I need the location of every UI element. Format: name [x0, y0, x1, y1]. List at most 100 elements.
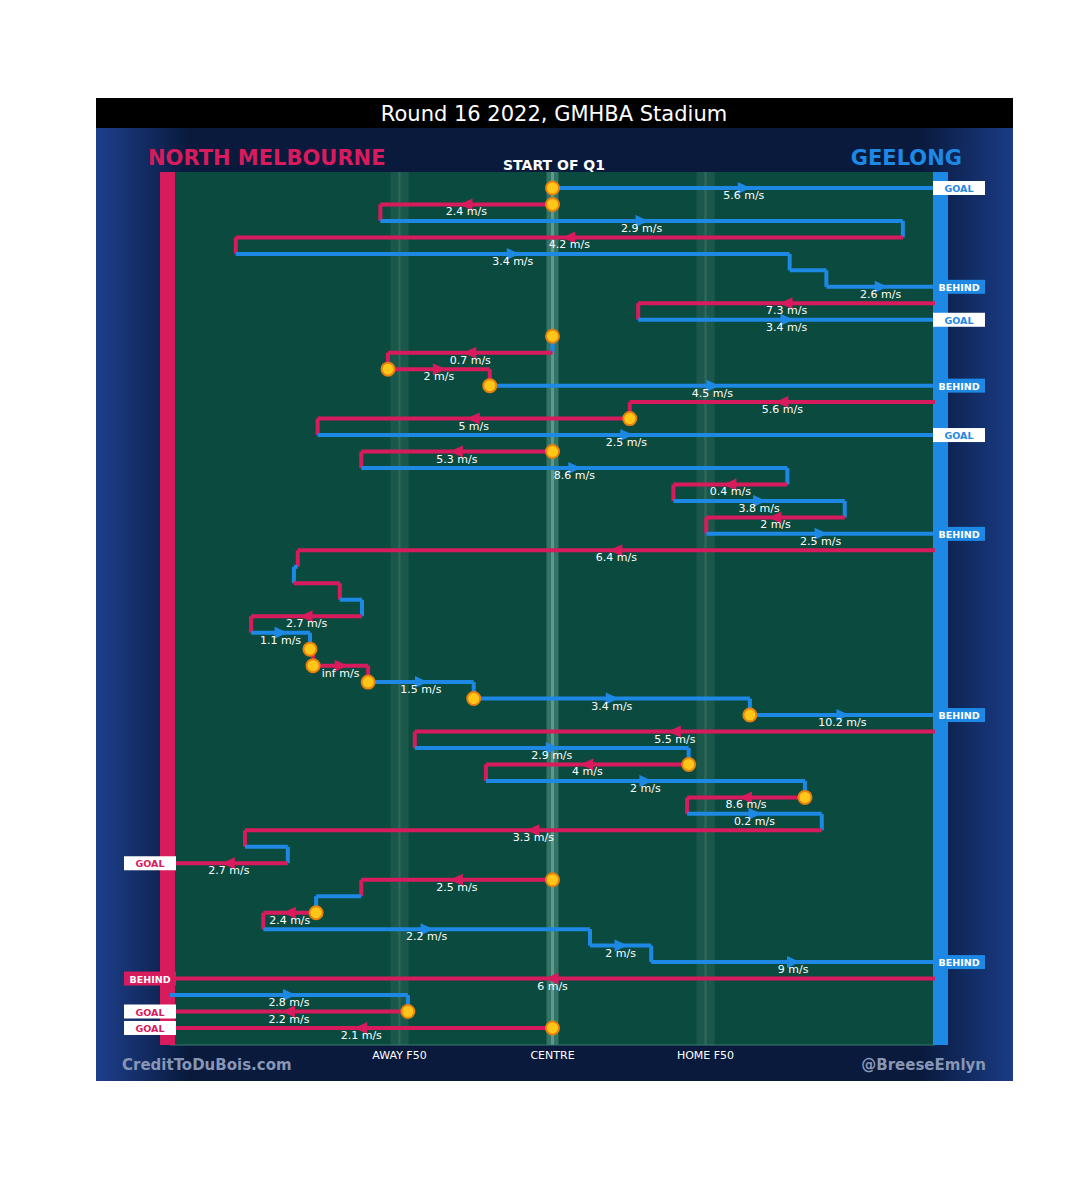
- possession-segment: [340, 598, 362, 602]
- speed-unit: m/s: [358, 1029, 382, 1042]
- stoppage-marker: [546, 182, 559, 195]
- speed-value: 8.6: [554, 469, 572, 482]
- outcome-box: [124, 1005, 176, 1019]
- title: Round 16 2022, GMHBA Stadium: [381, 102, 727, 126]
- speed-unit: m/s: [785, 963, 809, 976]
- speed-label: 0.2 m/s: [734, 815, 775, 828]
- tick-label: AWAY F50: [372, 1049, 426, 1062]
- outcome-box: [933, 313, 985, 327]
- stoppage-marker: [401, 1005, 414, 1018]
- speed-unit: m/s: [613, 551, 637, 564]
- speed-unit: m/s: [431, 370, 455, 383]
- possession-segment: [790, 268, 827, 272]
- speed-label: 3.4 m/s: [492, 255, 533, 268]
- speed-value: 2.6: [860, 288, 878, 301]
- speed-unit: m/s: [530, 831, 554, 844]
- speed-label: 2.9 m/s: [531, 749, 572, 762]
- goal-bar: [933, 172, 948, 1045]
- connector: [636, 303, 640, 319]
- speed-label: 4 m/s: [572, 765, 603, 778]
- outcome-label: GOAL: [135, 858, 164, 869]
- speed-value: 2: [424, 370, 431, 383]
- connector: [338, 583, 342, 599]
- speed-label: 2 m/s: [424, 370, 455, 383]
- speed-value: 4.5: [692, 387, 710, 400]
- speed-unit: m/s: [784, 321, 808, 334]
- speed-label: 2.2 m/s: [268, 1013, 309, 1026]
- field-stripe: [547, 172, 559, 1045]
- speed-label: 2.5 m/s: [436, 881, 477, 894]
- speed-unit: m/s: [510, 255, 534, 268]
- speed-label: inf m/s: [322, 667, 360, 680]
- stoppage-marker: [546, 330, 559, 343]
- speed-unit: m/s: [756, 502, 780, 515]
- speed-label: 2.1 m/s: [341, 1029, 382, 1042]
- speed-unit: m/s: [424, 930, 448, 943]
- speed-unit: m/s: [609, 700, 633, 713]
- speed-value: 2.2: [268, 1013, 286, 1026]
- connector: [243, 830, 247, 846]
- speed-unit: m/s: [286, 1013, 310, 1026]
- speed-unit: m/s: [549, 749, 573, 762]
- outcome-label: GOAL: [135, 1007, 164, 1018]
- speed-value: 8.6: [725, 798, 743, 811]
- speed-label: 3.8 m/s: [738, 502, 779, 515]
- stoppage-marker: [310, 906, 323, 919]
- team-name: NORTH MELBOURNE: [148, 146, 386, 170]
- possession-segment: [316, 894, 361, 898]
- tick-label: HOME F50: [677, 1049, 734, 1062]
- stoppage-marker: [362, 676, 375, 689]
- speed-unit: m/s: [454, 453, 478, 466]
- outcome-box: [933, 708, 985, 722]
- speed-value: 3.4: [766, 321, 784, 334]
- outcome-label: GOAL: [944, 183, 973, 194]
- field-stripe: [391, 172, 409, 1045]
- speed-label: 2.8 m/s: [268, 996, 309, 1009]
- stoppage-marker: [682, 758, 695, 771]
- outcome-label: BEHIND: [129, 974, 170, 985]
- speed-unit: m/s: [878, 288, 902, 301]
- connector: [316, 419, 320, 435]
- connector: [785, 468, 789, 484]
- speed-value: 5.5: [654, 733, 672, 746]
- connector: [901, 221, 905, 237]
- speed-label: 2.2 m/s: [406, 930, 447, 943]
- speed-unit: m/s: [623, 436, 647, 449]
- connector: [292, 567, 296, 583]
- speed-unit: m/s: [566, 238, 590, 251]
- speed-unit: m/s: [672, 733, 696, 746]
- outcome-label: BEHIND: [938, 381, 979, 392]
- team-name: GEELONG: [851, 146, 962, 170]
- speed-value: 2: [630, 782, 637, 795]
- credit: @BreeseEmlyn: [861, 1056, 986, 1074]
- grid-line: [551, 172, 554, 1045]
- speed-unit: m/s: [637, 782, 661, 795]
- connector: [588, 929, 592, 945]
- speed-label: 1.5 m/s: [400, 683, 441, 696]
- speed-value: 2.5: [436, 881, 454, 894]
- connector: [685, 797, 689, 813]
- stoppage-marker: [743, 709, 756, 722]
- speed-value: 0.4: [710, 485, 728, 498]
- title-band: [96, 98, 1013, 128]
- speed-label: 7.3 m/s: [766, 304, 807, 317]
- speed-unit: m/s: [727, 485, 751, 498]
- connector: [249, 616, 253, 632]
- outcome-label: BEHIND: [938, 957, 979, 968]
- speed-label: 4.2 m/s: [549, 238, 590, 251]
- speed-unit: m/s: [544, 980, 568, 993]
- speed-value: 7.3: [766, 304, 784, 317]
- speed-label: 9 m/s: [778, 963, 809, 976]
- connector: [359, 880, 363, 896]
- connector: [820, 814, 824, 830]
- speed-unit: m/s: [639, 222, 663, 235]
- speed-unit: m/s: [287, 914, 311, 927]
- stoppage-marker: [798, 791, 811, 804]
- connector: [286, 847, 290, 863]
- speed-label: 10.2 m/s: [818, 716, 866, 729]
- speed-value: 3.8: [738, 502, 756, 515]
- speed-label: 5.3 m/s: [436, 453, 477, 466]
- outcome-box: [933, 280, 985, 294]
- speed-label: 2.6 m/s: [860, 288, 901, 301]
- speed-value: 9: [778, 963, 785, 976]
